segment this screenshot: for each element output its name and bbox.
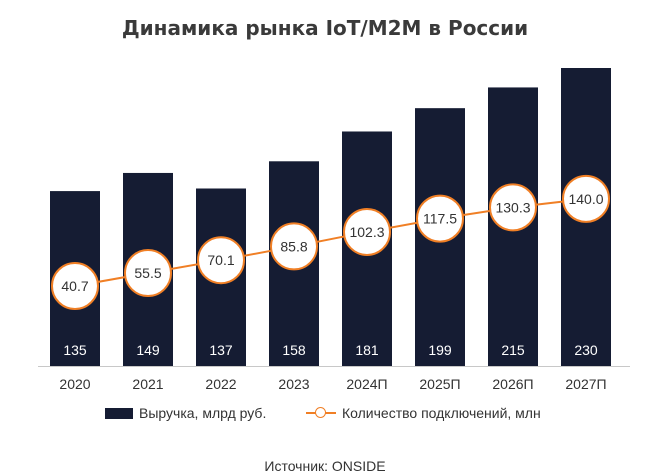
line-point [270, 222, 318, 271]
x-tick-label: 2025П [419, 376, 460, 392]
bar-value-label: 135 [63, 342, 87, 358]
line-point [489, 183, 537, 232]
line-point [416, 194, 464, 243]
bar-value-label: 199 [428, 342, 452, 358]
legend-line-swatch [306, 407, 336, 419]
legend-bar-swatch [105, 407, 133, 419]
bar-value-label: 215 [501, 342, 525, 358]
x-tick-label: 2023 [278, 376, 309, 392]
line-point [124, 249, 172, 298]
legend-label-revenue: Выручка, млрд руб. [139, 405, 267, 421]
x-tick-label: 2020 [59, 376, 90, 392]
legend: Выручка, млрд руб. Количество подключени… [0, 405, 650, 427]
chart-area: 135 149 137 158 181 199 215 230 2020 2021 2022 2023… [38, 68, 630, 392]
line-point [51, 262, 99, 310]
x-tick-label: 2021 [132, 376, 163, 392]
line-point [562, 174, 610, 223]
line-value-label: 130.3 [495, 199, 530, 215]
legend-label-connections: Количество подключений, млн [342, 405, 541, 421]
line-value-label: 40.7 [61, 278, 88, 294]
line-value-label: 117.5 [423, 211, 457, 227]
line-point [197, 236, 245, 285]
x-tick-label: 2027П [565, 376, 606, 392]
bar-value-label: 137 [209, 342, 233, 358]
line-value-label: 102.3 [349, 224, 384, 240]
x-tick-label: 2026П [492, 376, 533, 392]
line-value-label: 140.0 [568, 191, 603, 207]
chart-title: Динамика рынка IoT/M2M в России [121, 16, 529, 40]
x-tick-label: 2024П [346, 376, 387, 392]
source-note: Источник: ONSIDE [264, 458, 386, 474]
bar-value-label: 181 [355, 342, 379, 358]
line-point [343, 207, 391, 256]
bar-value-label: 230 [574, 342, 598, 358]
line-value-label: 55.5 [134, 265, 161, 281]
line-value-label: 70.1 [207, 252, 234, 268]
legend-item-connections: Количество подключений, млн [306, 405, 541, 421]
line-value-label: 85.8 [280, 238, 307, 254]
bar-value-label: 158 [282, 342, 306, 358]
bar-value-label: 149 [136, 342, 160, 358]
legend-item-revenue: Выручка, млрд руб. [105, 405, 266, 421]
x-tick-label: 2022 [205, 376, 236, 392]
